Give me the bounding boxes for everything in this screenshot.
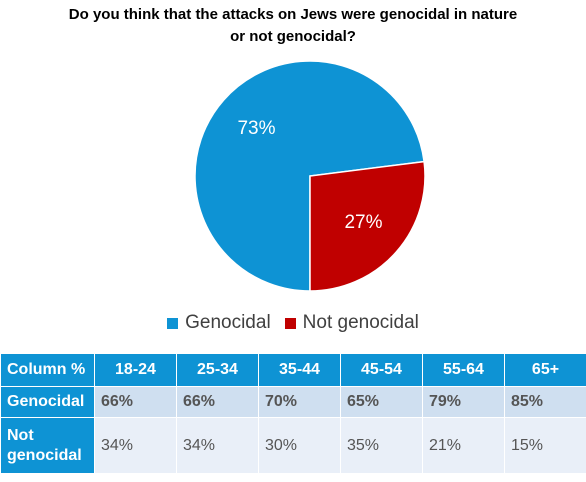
legend-label-genocidal: Genocidal xyxy=(185,312,271,333)
table-cell: 21% xyxy=(422,417,505,474)
chart-title: Do you think that the attacks on Jews we… xyxy=(68,6,518,45)
table-cell: 66% xyxy=(176,386,259,418)
table-cell: 34% xyxy=(176,417,259,474)
pie-label-not-genocidal: 27% xyxy=(344,212,382,233)
table-cell: 65% xyxy=(340,386,423,418)
header-cell: 65+ xyxy=(504,353,586,387)
table-cell: 85% xyxy=(504,386,586,418)
legend-swatch-not-genocidal xyxy=(284,317,296,329)
table-header-row: Column % 18-24 25-34 35-44 45-54 55-64 6… xyxy=(0,353,586,387)
header-cell: Column % xyxy=(0,353,95,387)
pie-label-genocidal: 73% xyxy=(237,118,275,139)
table-row: Genocidal 66% 66% 70% 65% 79% 85% xyxy=(0,386,586,418)
legend-label-not-genocidal: Not genocidal xyxy=(302,312,419,333)
legend-swatch-genocidal xyxy=(167,317,179,329)
header-cell: 18-24 xyxy=(94,353,177,387)
pie-slice-not-genocidal xyxy=(309,160,426,292)
age-breakdown-table: Column % 18-24 25-34 35-44 45-54 55-64 6… xyxy=(0,353,586,474)
legend-item-genocidal: Genocidal xyxy=(167,312,271,334)
legend-item-not-genocidal: Not genocidal xyxy=(284,312,419,334)
header-cell: 55-64 xyxy=(422,353,505,387)
table-cell: 66% xyxy=(94,386,177,418)
table-cell: 15% xyxy=(504,417,586,474)
header-cell: 35-44 xyxy=(258,353,341,387)
legend: Genocidal Not genocidal xyxy=(0,312,586,334)
header-cell: 25-34 xyxy=(176,353,259,387)
table-cell: 30% xyxy=(258,417,341,474)
table-cell: 35% xyxy=(340,417,423,474)
pie-chart: 73% 27% xyxy=(194,60,426,292)
row-label: Genocidal xyxy=(0,386,95,418)
table-cell: 34% xyxy=(94,417,177,474)
table-cell: 70% xyxy=(258,386,341,418)
header-cell: 45-54 xyxy=(340,353,423,387)
row-label: Not genocidal xyxy=(0,417,95,474)
table-cell: 79% xyxy=(422,386,505,418)
table-row: Not genocidal 34% 34% 30% 35% 21% 15% xyxy=(0,417,586,474)
